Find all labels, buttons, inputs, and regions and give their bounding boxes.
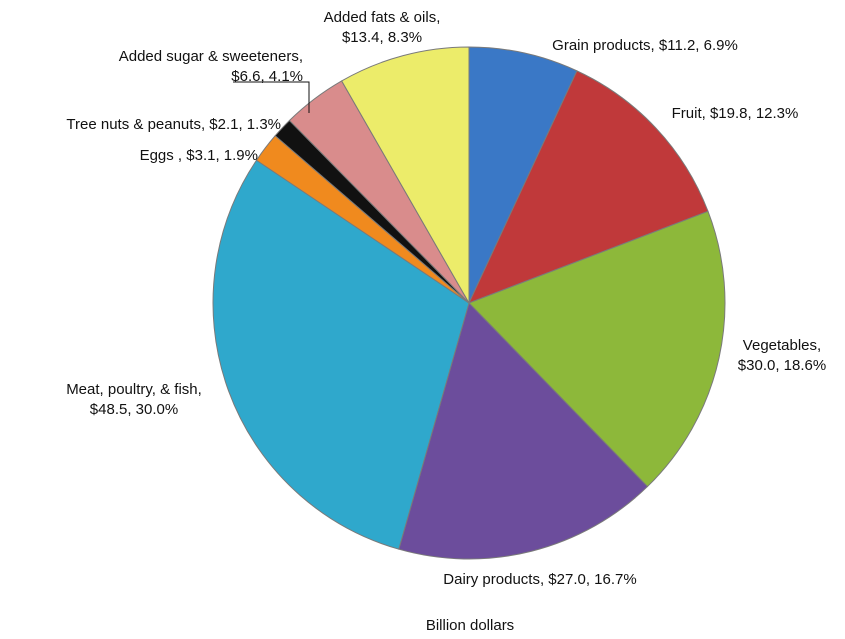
label-dairy-products: Dairy products, $27.0, 16.7% [443,571,636,588]
slice-vegetables [468,210,726,488]
label-grain-products: Grain products, $11.2, 6.9% [552,37,738,54]
slice-meat-poultry-fish [212,159,470,550]
label-added-sugar-sweeteners: Added sugar & sweeteners, $6.6, 4.1% [119,48,303,85]
chart-caption: Billion dollars [426,617,514,634]
slice-grain-products [468,46,578,304]
slice-fruit [468,70,709,304]
label-tree-nuts-peanuts: Tree nuts & peanuts, $2.1, 1.3% [66,116,281,133]
slice-dairy-products [398,302,649,560]
leader-lines [233,81,310,113]
leader-added-sugar-sweeteners [233,81,310,113]
pie-slices [212,46,726,560]
label-fruit: Fruit, $19.8, 12.3% [672,105,799,122]
label-eggs: Eggs , $3.1, 1.9% [140,147,258,164]
label-added-fats-oils: Added fats & oils, $13.4, 8.3% [324,9,441,46]
label-vegetables: Vegetables, $30.0, 18.6% [738,337,826,374]
slice-added-fats-oils [340,46,470,305]
label-meat-poultry-fish: Meat, poultry, & fish, $48.5, 30.0% [66,381,202,418]
slice-labels: Grain products, $11.2, 6.9% Fruit, $19.8,… [66,9,826,588]
